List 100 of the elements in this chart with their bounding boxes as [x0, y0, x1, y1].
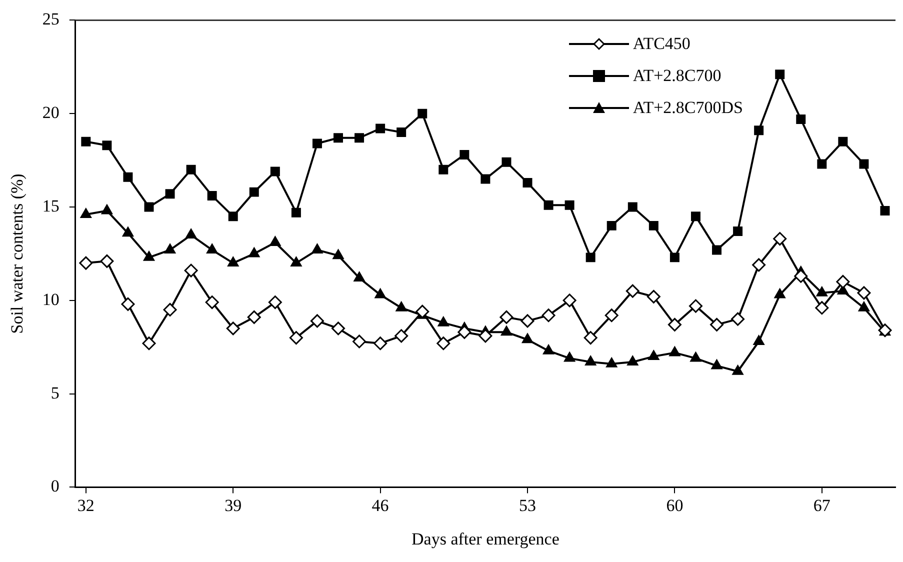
point [79, 256, 93, 270]
point [289, 331, 303, 345]
point [753, 334, 765, 345]
point [584, 331, 598, 345]
point [712, 245, 722, 255]
point [522, 333, 534, 344]
point [774, 288, 786, 298]
y-tick-label: 20 [42, 103, 60, 122]
point [418, 108, 428, 118]
point [228, 212, 238, 222]
point [562, 294, 576, 308]
point [775, 70, 785, 80]
point [670, 252, 680, 262]
point [207, 191, 217, 201]
point [416, 304, 430, 318]
point [500, 310, 514, 324]
point [628, 202, 638, 212]
point [247, 310, 261, 324]
point [542, 308, 556, 322]
point [81, 136, 91, 146]
point [690, 352, 702, 362]
point [458, 325, 472, 339]
point [690, 212, 700, 222]
point [648, 220, 658, 230]
point [312, 138, 322, 148]
point [584, 356, 596, 366]
x-tick-label: 32 [77, 496, 94, 515]
point [396, 301, 408, 312]
legend-label: ATC450 [632, 33, 690, 55]
point [394, 329, 408, 343]
point [460, 150, 470, 160]
point [732, 364, 744, 375]
point [817, 159, 827, 169]
point [794, 269, 808, 283]
point [206, 243, 218, 254]
point [100, 254, 114, 268]
point [354, 271, 365, 282]
point [312, 243, 323, 254]
y-tick-label: 0 [50, 476, 60, 496]
point [80, 208, 92, 218]
point [816, 286, 828, 296]
point [143, 250, 155, 261]
point [249, 187, 259, 197]
point [626, 356, 638, 366]
point [731, 312, 745, 326]
point [522, 178, 532, 188]
point [564, 352, 576, 362]
point [332, 322, 346, 336]
point [773, 232, 787, 246]
point [121, 297, 135, 311]
point [815, 301, 829, 315]
point [502, 157, 512, 167]
x-tick-label: 60 [666, 496, 684, 515]
point [710, 318, 724, 332]
y-tick-label: 10 [42, 290, 60, 309]
point [396, 128, 406, 138]
point [688, 299, 702, 313]
point [101, 204, 113, 214]
point [123, 172, 133, 182]
point [544, 200, 554, 210]
point [604, 308, 618, 322]
point [376, 124, 386, 134]
point [857, 286, 871, 300]
point [500, 326, 512, 336]
point [669, 346, 680, 356]
point [165, 189, 175, 199]
point [144, 202, 154, 212]
point [354, 133, 364, 143]
point [352, 334, 366, 348]
point [374, 336, 388, 350]
point [290, 256, 302, 267]
point [754, 126, 764, 136]
x-tick-label: 53 [519, 496, 536, 515]
point [438, 164, 448, 174]
point [269, 236, 281, 246]
point [268, 296, 282, 310]
y-tick-label: 25 [42, 10, 60, 29]
point [646, 290, 660, 304]
y-tick-label: 15 [42, 196, 60, 216]
point [227, 256, 239, 267]
point [205, 296, 219, 310]
point [752, 258, 766, 272]
point [668, 318, 682, 332]
legend-label: AT+2.8C700DS [632, 97, 743, 119]
point [184, 264, 198, 278]
point [711, 359, 722, 370]
legend-label: AT+2.8C700 [632, 65, 722, 87]
point [796, 114, 806, 124]
point [880, 206, 890, 216]
point [332, 249, 344, 260]
point [248, 247, 260, 258]
point [564, 200, 574, 210]
x-tick-label: 67 [813, 496, 831, 515]
point [310, 314, 324, 328]
point [374, 288, 386, 298]
point [186, 164, 196, 174]
point [436, 336, 450, 350]
point [291, 208, 301, 218]
point [520, 314, 534, 328]
point [334, 133, 343, 143]
